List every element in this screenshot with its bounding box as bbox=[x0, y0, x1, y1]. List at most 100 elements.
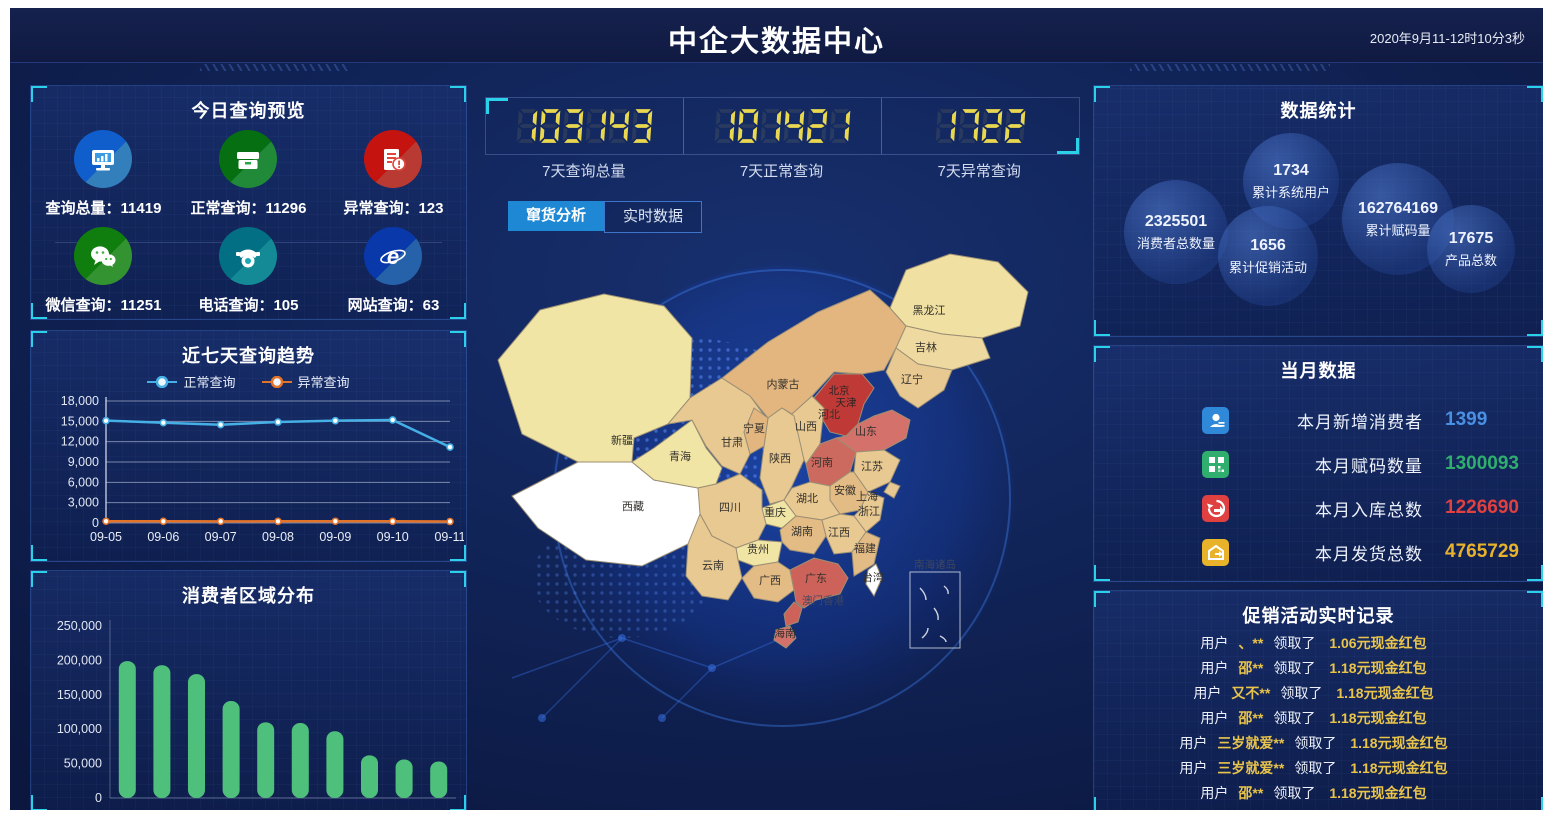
province-label: 辽宁 bbox=[901, 372, 923, 386]
seven-segment-display bbox=[935, 109, 1026, 143]
region-bar bbox=[395, 759, 413, 798]
region-bar bbox=[118, 661, 136, 798]
today-item-label: 网站查询：63 bbox=[347, 296, 440, 314]
svg-text:200,000: 200,000 bbox=[57, 653, 102, 667]
province-上海[interactable] bbox=[883, 481, 901, 499]
today-item: 电话查询：105 bbox=[176, 223, 321, 320]
province-辽宁[interactable] bbox=[885, 347, 953, 409]
svg-text:150,000: 150,000 bbox=[57, 688, 102, 702]
promo-prefix: 用户 bbox=[1179, 760, 1208, 776]
promo-amount: 1.18元现金红包 bbox=[1336, 685, 1434, 701]
province-label: 湖北 bbox=[796, 492, 818, 505]
svg-text:0: 0 bbox=[95, 791, 102, 805]
promo-record-row: 用户 邵** 领取了 1.18元现金红包 bbox=[1094, 781, 1543, 806]
today-item-label: 查询总量：11419 bbox=[45, 200, 162, 218]
data-stats-panel: 数据统计 2325501 消费者总数量 1734 累计系统用户 1656 累计促销活动 16… bbox=[1093, 85, 1543, 337]
month-row-label: 本月入库总数 bbox=[1315, 500, 1423, 520]
bubble-value: 17675 bbox=[1448, 229, 1494, 247]
bubble-value: 162764169 bbox=[1357, 199, 1439, 217]
today-item: 正常查询：11296 bbox=[176, 126, 321, 223]
promo-records-panel: 促销活动实时记录 用户 、** 领取了 1.06元现金红包 用户 邵** 领取了 1.18元现… bbox=[1093, 590, 1543, 810]
seven-day-stat bbox=[486, 98, 683, 154]
month-rows: 本月新增消费者 1399 本月赋码数量 1300093 本月入库总数 1226690 本月发… bbox=[1094, 398, 1543, 574]
promo-record-row: 用户 、** 领取了 1.06元现金红包 bbox=[1094, 631, 1543, 656]
province-label: 甘肃 bbox=[721, 436, 743, 449]
promo-verb: 领取了 bbox=[1280, 685, 1323, 701]
province-广东[interactable] bbox=[783, 557, 849, 627]
svg-text:15,000: 15,000 bbox=[60, 414, 98, 428]
province-label: 青海 bbox=[669, 449, 691, 463]
province-湖南[interactable] bbox=[779, 515, 827, 555]
province-宁夏[interactable] bbox=[743, 407, 769, 455]
province-台湾[interactable] bbox=[865, 563, 883, 598]
bubble-label: 累计赋码量 bbox=[1365, 222, 1431, 238]
province-label: 宁夏 bbox=[743, 421, 765, 435]
province-label: 台湾 bbox=[862, 570, 884, 584]
trend-line-chart: 0 3,000 6,000 9,000 12,000 15,000 18,000 09-05 0… bbox=[60, 394, 463, 544]
panel-title: 促销活动实时记录 bbox=[1242, 606, 1395, 626]
panel-title: 消费者区域分布 bbox=[182, 586, 315, 606]
promo-record-row: 用户 三岁就爱** 领取了 1.18元现金红包 bbox=[1094, 731, 1543, 756]
province-云南[interactable] bbox=[685, 512, 743, 601]
legend-item-正常查询[interactable]: 正常查询 bbox=[147, 372, 236, 391]
bubble-label: 累计促销活动 bbox=[1228, 259, 1307, 275]
datetime-display: 2020年9月11-12时10分3秒 bbox=[1369, 31, 1525, 46]
today-item: e 网站查询：63 bbox=[321, 223, 466, 320]
tab-realtime-data[interactable]: 实时数据 bbox=[604, 201, 703, 233]
seven-day-stat-label: 7天正常查询 bbox=[739, 163, 824, 180]
province-黑龙江[interactable] bbox=[889, 253, 1029, 339]
province-河北[interactable] bbox=[813, 373, 875, 437]
promo-prefix: 用户 bbox=[1200, 660, 1229, 676]
province-label: 湖南 bbox=[791, 525, 813, 538]
promo-verb: 领取了 bbox=[1273, 710, 1316, 726]
province-label: 福建 bbox=[854, 541, 876, 555]
china-map-container: 新疆 西藏 青海 甘肃 内蒙古 黑龙江 吉林 辽宁 河北 山西 山东 河南 陕西 宁夏 四川 重庆 湖北 安徽 江苏… bbox=[482, 248, 1082, 810]
promo-verb: 领取了 bbox=[1273, 785, 1316, 801]
promo-user: 三岁就爱** bbox=[1217, 735, 1285, 751]
legend-item-异常查询[interactable]: 异常查询 bbox=[261, 372, 350, 391]
province-江西[interactable] bbox=[821, 513, 867, 555]
svg-text:18,000: 18,000 bbox=[60, 394, 98, 408]
month-data-row: 本月新增消费者 1399 bbox=[1094, 398, 1543, 442]
ie-browser-icon: e bbox=[364, 226, 423, 285]
province-label: 黑龙江 bbox=[913, 304, 946, 317]
promo-prefix: 用户 bbox=[1179, 735, 1208, 751]
province-label: 四川 bbox=[719, 502, 741, 514]
promo-amount: 1.06元现金红包 bbox=[1329, 635, 1427, 651]
seven-day-stats-box bbox=[485, 97, 1080, 155]
tab-channel-analysis[interactable]: 窜货分析 bbox=[508, 201, 605, 231]
promo-verb: 领取了 bbox=[1294, 735, 1337, 751]
province-青海[interactable] bbox=[631, 419, 723, 489]
province-陕西[interactable] bbox=[759, 407, 805, 505]
svg-text:09-07: 09-07 bbox=[204, 530, 236, 544]
province-福建[interactable] bbox=[851, 531, 881, 577]
svg-text:9,000: 9,000 bbox=[67, 455, 98, 469]
province-label: 河南 bbox=[811, 456, 833, 469]
promo-records-list: 用户 、** 领取了 1.06元现金红包 用户 邵** 领取了 1.18元现金红包 用户 又不**… bbox=[1094, 631, 1543, 806]
promo-user: 又不** bbox=[1231, 685, 1271, 701]
promo-verb: 领取了 bbox=[1273, 635, 1316, 651]
panel-title: 近七天查询趋势 bbox=[182, 346, 315, 366]
province-海南[interactable] bbox=[773, 625, 797, 649]
svg-text:09-09: 09-09 bbox=[319, 530, 351, 544]
month-data-row: 本月入库总数 1226690 bbox=[1094, 486, 1543, 530]
province-label: 浙江 bbox=[858, 505, 880, 518]
province-label: 河北 bbox=[818, 408, 840, 421]
bubble-value: 1656 bbox=[1250, 236, 1286, 254]
promo-amount: 1.18元现金红包 bbox=[1329, 710, 1427, 726]
wechat-icon bbox=[74, 226, 133, 285]
month-data-panel: 当月数据 本月新增消费者 1399 本月赋码数量 1300093 本月入库总数 12266… bbox=[1093, 345, 1543, 582]
monitor-chart-icon bbox=[74, 130, 133, 189]
seven-day-stats-labels: 7天查询总量 7天正常查询 7天异常查询 bbox=[485, 160, 1078, 181]
promo-amount: 1.18元现金红包 bbox=[1329, 660, 1427, 676]
page-title: 中企大数据中心 bbox=[667, 26, 885, 58]
promo-amount: 1.18元现金红包 bbox=[1329, 785, 1427, 801]
promo-user: 邵** bbox=[1238, 660, 1264, 676]
province-label: 广东 bbox=[805, 572, 827, 585]
promo-user: 邵** bbox=[1238, 785, 1264, 801]
trend-chart-panel: 近七天查询趋势 正常查询 异常查询 0 3,000 6,000 9,000 12,000 1… bbox=[30, 330, 467, 562]
promo-verb: 领取了 bbox=[1294, 760, 1337, 776]
stat-bubble: 17675 产品总数 bbox=[1427, 205, 1515, 293]
today-query-panel: 今日查询预览 查询总量：11419 正常查询：11296 异常查询：123 微信查询：… bbox=[30, 85, 467, 320]
